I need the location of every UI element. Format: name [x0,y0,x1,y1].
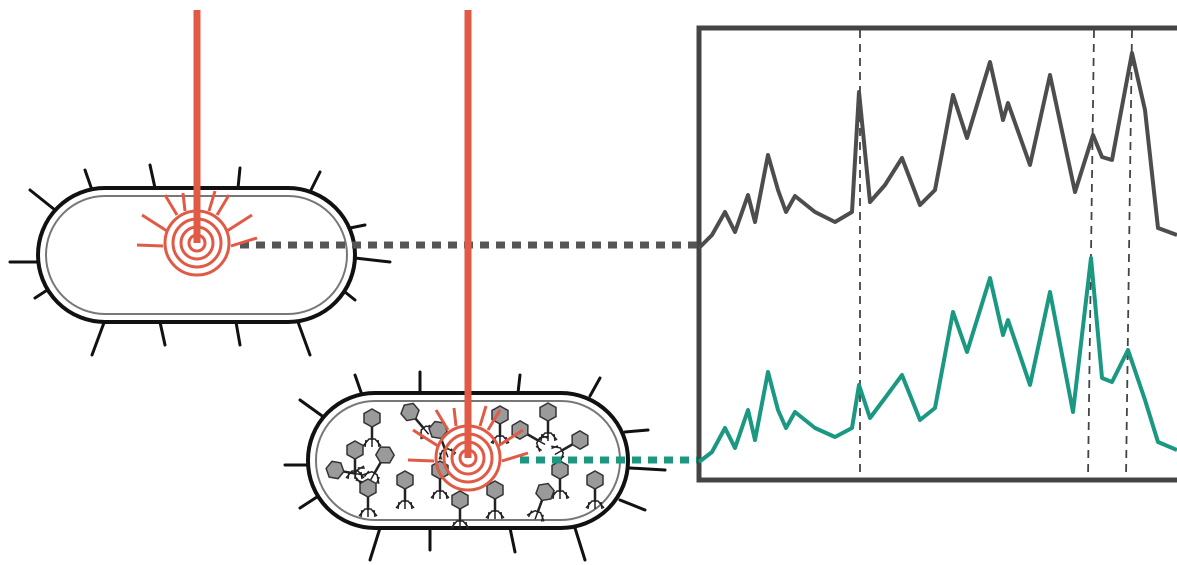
spectrum-panel [699,28,1177,480]
bacterium-2 [285,372,665,560]
illustration [0,0,1177,565]
page: (() => { const data = JSON.parse(documen… [0,0,1177,565]
